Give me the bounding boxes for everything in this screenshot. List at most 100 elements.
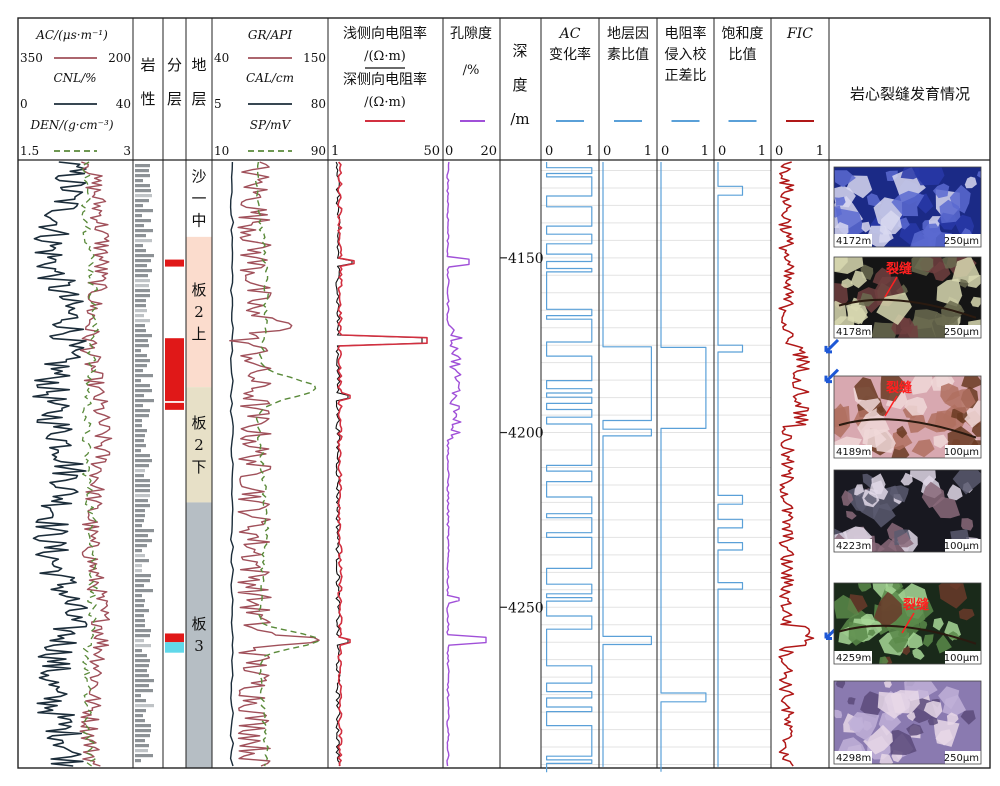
resistivity-correction-ratio-curve	[660, 162, 707, 772]
core-depth-label: 4172m	[836, 236, 871, 247]
saturation-ratio-curve	[717, 162, 744, 767]
lith-band	[135, 619, 145, 623]
core-grain	[952, 470, 981, 495]
core-grain	[933, 434, 949, 449]
core-grain	[847, 305, 869, 325]
core-thumbnail-border	[833, 680, 982, 765]
strata-zone-label: 中	[191, 211, 206, 229]
lith-band	[135, 579, 150, 583]
lith-band	[135, 304, 146, 308]
frm-min-label: 0	[603, 144, 611, 159]
lith-band	[135, 499, 148, 503]
deep-resistivity-curve	[337, 161, 428, 767]
fracture-arrow	[824, 338, 840, 354]
lith-band	[135, 629, 151, 633]
core-scale-box	[945, 651, 981, 664]
lith-band	[135, 489, 150, 493]
lith-band	[135, 639, 144, 643]
den-max-label: 3	[123, 144, 131, 158]
core-grain	[938, 583, 968, 609]
lith-band	[135, 754, 153, 758]
strata-zone-label: 板	[191, 615, 206, 633]
gr-max-label: 150	[303, 51, 326, 65]
lith-band	[135, 254, 154, 258]
core-grain	[914, 257, 934, 272]
core-scale-box	[945, 445, 981, 458]
strata-zone-label: 沙	[191, 167, 206, 185]
core-grain	[883, 681, 892, 688]
core-grain	[867, 629, 876, 636]
deep-resistivity-title: 深侧向电阻率	[343, 71, 427, 88]
lith-band	[135, 239, 152, 243]
core-grain	[960, 710, 976, 725]
porosity-title: 孔隙度	[450, 26, 492, 42]
lith-band	[135, 409, 150, 413]
lith-band	[135, 174, 150, 178]
lith-band	[135, 329, 146, 333]
core-grain	[927, 717, 939, 726]
lith-band	[135, 454, 150, 458]
core-grain	[861, 221, 871, 233]
core-grain	[904, 396, 928, 416]
lith-band	[135, 644, 151, 648]
core-grain	[889, 485, 909, 503]
lith-band	[135, 164, 150, 168]
core-scale-label: 100μm	[944, 447, 979, 458]
lith-band	[135, 384, 150, 388]
frm-title-line: 素比值	[607, 47, 649, 63]
core-thumbnail: 4223m 100μm	[833, 469, 982, 553]
core-grain	[869, 480, 889, 500]
lith-band	[135, 709, 146, 713]
fic-min-label: 0	[775, 144, 783, 159]
cal-curve	[229, 161, 235, 767]
lith-band	[135, 504, 150, 508]
core-grain	[939, 199, 961, 224]
core-scale-box	[945, 751, 981, 764]
lith-band	[135, 229, 153, 233]
lith-band	[135, 544, 147, 548]
core-grain	[902, 646, 911, 656]
core-grain	[846, 175, 873, 199]
core-grain	[951, 257, 980, 284]
lith-band	[135, 219, 151, 223]
lith-band	[135, 479, 150, 483]
core-depth-box	[834, 651, 872, 664]
core-scale-label: 250μm	[944, 753, 979, 764]
core-grain	[854, 377, 879, 401]
lith-band	[135, 264, 147, 268]
core-grain	[932, 183, 950, 199]
core-grain	[879, 656, 889, 664]
lith-band	[135, 419, 142, 423]
deep-resistivity-unit: /(Ω·m)	[364, 95, 406, 110]
core-thumbnail: 裂缝 4259m 100μm	[833, 582, 982, 665]
core-thumbnail-border	[833, 375, 982, 459]
core-grain	[847, 712, 880, 742]
layer-marker	[165, 633, 184, 643]
lith-band	[135, 364, 147, 368]
lith-band	[135, 344, 149, 348]
lith-band	[135, 714, 143, 718]
lith-band	[135, 514, 145, 518]
core-grain	[970, 296, 981, 308]
lith-band	[135, 314, 144, 318]
core-grain	[880, 376, 907, 402]
porosity-unit: /%	[463, 63, 480, 78]
fracture-pointer	[884, 395, 898, 417]
lith-band	[135, 719, 145, 723]
depth-title-part: 度	[512, 76, 527, 94]
lith-band	[135, 689, 153, 693]
rcc-title-line: 侵入校	[665, 46, 707, 63]
acr-title-line: 变化率	[549, 46, 591, 63]
core-grain	[834, 709, 843, 719]
lith-band	[135, 649, 142, 653]
lith-band	[135, 179, 143, 183]
lith-band	[135, 209, 153, 213]
rcc-title-line: 正差比	[665, 68, 707, 84]
fracture-trace	[838, 624, 977, 645]
lith-band	[135, 284, 149, 288]
sp-axis-title: SP/mV	[250, 118, 292, 132]
lith-band	[135, 554, 145, 558]
core-grain	[922, 223, 942, 241]
fracture-trace	[838, 298, 977, 319]
